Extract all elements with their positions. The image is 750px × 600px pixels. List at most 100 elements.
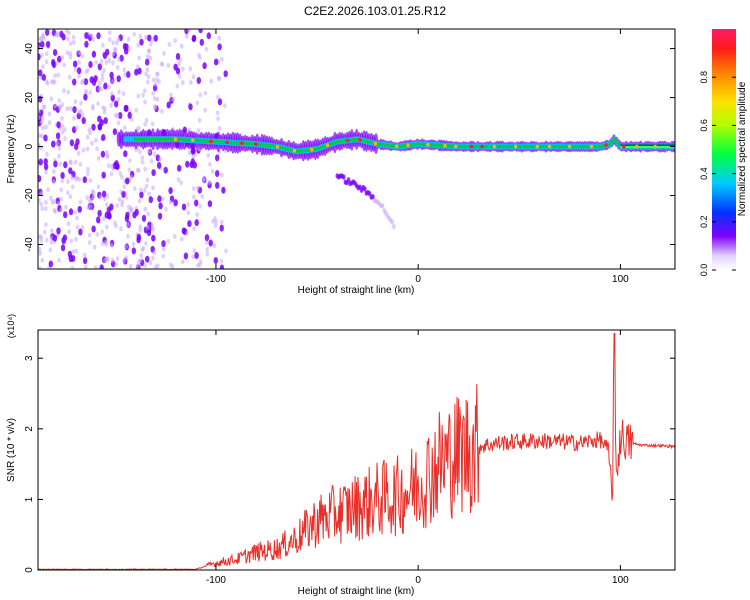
noise-speckle — [45, 237, 49, 243]
noise-speckle — [60, 115, 64, 121]
noise-speckle — [39, 237, 43, 243]
noise-speckle — [217, 75, 222, 81]
noise-speckle — [117, 197, 122, 202]
branch-speckle — [363, 186, 367, 192]
top-y-tick-label: 0 — [24, 143, 35, 149]
noise-speckle — [91, 103, 95, 109]
ridge-peak — [567, 144, 572, 149]
noise-speckle — [147, 34, 152, 42]
noise-speckle — [168, 199, 173, 205]
noise-speckle — [151, 185, 155, 191]
noise-speckle — [51, 140, 56, 148]
noise-speckle — [87, 199, 92, 205]
noise-speckle — [55, 141, 60, 147]
noise-speckle — [126, 233, 130, 239]
noise-speckle — [97, 123, 103, 131]
noise-speckle — [109, 71, 114, 79]
ridge-peak — [191, 138, 195, 143]
noise-speckle — [59, 207, 63, 213]
ridge-peak — [454, 144, 458, 149]
noise-speckle — [212, 243, 217, 249]
noise-speckle — [102, 52, 108, 59]
noise-speckle — [136, 233, 142, 241]
bottom-y-tick-label: 0 — [24, 567, 35, 573]
noise-speckle — [43, 134, 48, 142]
noise-speckle — [111, 79, 115, 85]
noise-speckle — [91, 78, 97, 86]
noise-speckle — [60, 123, 65, 129]
noise-speckle — [56, 227, 61, 235]
ridge-peak — [406, 143, 410, 148]
noise-speckle — [57, 153, 61, 159]
noise-speckle — [100, 150, 106, 158]
noise-speckle — [92, 244, 97, 250]
noise-speckle — [60, 55, 65, 60]
noise-speckle — [41, 104, 45, 110]
noise-speckle — [73, 67, 78, 73]
noise-speckle — [67, 250, 73, 258]
noise-speckle — [87, 232, 92, 238]
noise-speckle — [115, 40, 119, 46]
noise-speckle — [77, 109, 82, 115]
ridge-peak — [225, 140, 229, 145]
noise-speckle — [100, 241, 105, 247]
noise-speckle — [129, 205, 133, 211]
noise-speckle — [77, 59, 81, 65]
noise-speckle — [97, 209, 102, 217]
noise-speckles — [38, 29, 228, 269]
noise-speckle — [152, 96, 157, 101]
noise-speckle — [192, 194, 196, 200]
noise-speckle — [223, 103, 227, 109]
noise-speckle — [156, 161, 162, 169]
noise-speckle — [39, 191, 43, 197]
spectrogram-plot: -100 0 100 -40 -20 0 20 40 Height of straight l… — [6, 28, 676, 296]
noise-speckle — [156, 263, 160, 269]
noise-speckle — [86, 166, 90, 172]
noise-speckle — [52, 199, 57, 204]
bottom-y-tick-label: 1 — [24, 496, 35, 502]
noise-speckle — [94, 265, 98, 269]
noise-speckle — [173, 63, 178, 71]
noise-speckle — [47, 120, 52, 126]
noise-speckle — [149, 158, 154, 164]
noise-speckle — [59, 196, 63, 202]
noise-speckle — [98, 80, 102, 86]
noise-speckle — [52, 79, 57, 85]
noise-speckle — [124, 104, 129, 112]
noise-speckle — [38, 266, 42, 269]
noise-speckle — [161, 253, 165, 259]
noise-speckle — [49, 195, 53, 201]
noise-speckle — [45, 80, 50, 86]
ridge-peak — [275, 145, 280, 149]
top-y-tick-label: -40 — [24, 237, 35, 252]
colorbar: 0.0 0.2 0.4 0.6 0.8 Normalized spectral ampl… — [699, 29, 748, 276]
noise-speckle — [56, 121, 61, 129]
noise-speckle — [145, 67, 150, 73]
noise-speckle — [63, 136, 67, 142]
noise-speckle — [145, 58, 150, 66]
noise-speckle — [72, 39, 76, 45]
noise-speckle — [109, 203, 114, 211]
noise-speckle — [60, 178, 65, 184]
noise-speckle — [167, 42, 172, 47]
branch-speckle — [371, 194, 375, 200]
noise-speckle — [75, 215, 79, 221]
noise-speckle — [103, 117, 108, 125]
noise-speckle — [77, 50, 82, 56]
noise-speckle — [144, 117, 149, 123]
noise-speckle — [68, 106, 73, 111]
noise-speckle — [118, 171, 123, 177]
noise-speckle — [206, 152, 211, 158]
noise-speckle — [81, 112, 85, 118]
noise-speckle — [132, 31, 136, 37]
noise-speckle — [105, 193, 110, 199]
noise-speckle — [208, 161, 212, 167]
colorbar-label: Normalized spectral amplitude — [737, 81, 748, 216]
noise-speckle — [113, 220, 117, 226]
noise-speckle — [43, 158, 48, 166]
noise-speckle — [203, 107, 207, 113]
noise-speckle — [196, 128, 201, 134]
noise-speckle — [136, 42, 140, 48]
noise-speckle — [187, 150, 192, 156]
noise-speckle — [146, 54, 150, 59]
